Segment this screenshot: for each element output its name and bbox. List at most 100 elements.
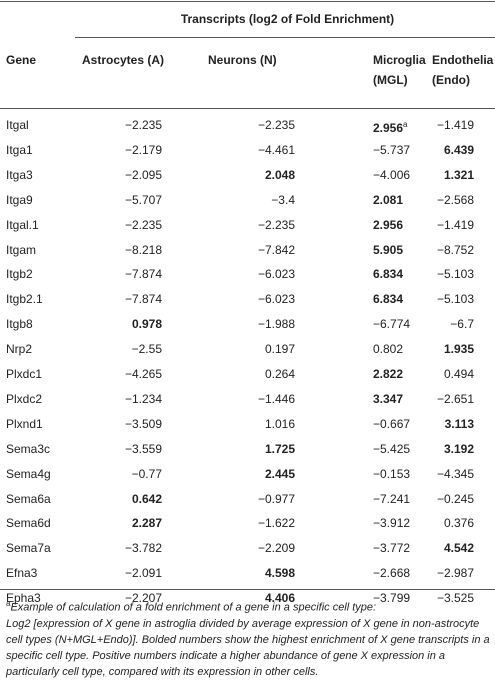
value-cell: −3.4 [271, 192, 295, 207]
value-cell: −1.622 [257, 516, 295, 531]
value-cell: 1.725 [264, 441, 295, 456]
gene-cell: Nrp2 [6, 342, 33, 357]
value-cell: −4.345 [436, 466, 474, 481]
rule [0, 108, 495, 109]
rule [0, 1, 495, 2]
value-cell: −2.987 [436, 566, 474, 581]
value-cell: 0.802 [373, 342, 404, 357]
gene-cell: Sema4g [6, 466, 51, 481]
value-cell: −3.799 [373, 591, 411, 606]
value-cell: −4.006 [373, 167, 411, 182]
gene-cell: Itgb8 [6, 317, 33, 332]
value-cell: −2.568 [436, 192, 474, 207]
value-cell: −2.091 [124, 566, 162, 581]
value-cell: 3.347 [373, 391, 404, 406]
column-header: Gene [6, 53, 37, 67]
gene-cell: Plxdc2 [6, 391, 43, 406]
value-cell: −1.446 [257, 391, 295, 406]
value-cell: −5.103 [436, 292, 474, 307]
gene-cell: Plxdc1 [6, 367, 43, 381]
value-cell: −5.425 [373, 441, 411, 456]
value-cell: 0.978 [131, 317, 162, 332]
gene-cell: Efna3 [6, 566, 38, 581]
gene-cell: Itgb2 [6, 267, 33, 282]
gene-cell: Epha3 [6, 591, 41, 606]
value-cell: −3.559 [124, 441, 162, 456]
gene-cell: Itga9 [6, 192, 33, 207]
value-cell: 0.642 [131, 491, 162, 506]
value-cell: −3.912 [373, 516, 411, 531]
value-cell: 3.192 [443, 441, 474, 456]
footnote-lead: Example of calculation of a fold enrichm… [10, 601, 377, 614]
gene-cell: Itgal.1 [6, 217, 39, 232]
gene-cell: Sema6a [6, 491, 51, 506]
footnote-marker: a [6, 599, 11, 608]
value-cell: −3.525 [436, 591, 474, 606]
value-cell: 1.935 [443, 342, 474, 357]
value-cell: 6.834 [373, 267, 404, 282]
value-cell: −0.153 [373, 466, 411, 481]
value-cell: 4.542 [443, 541, 474, 556]
value-cell: 1.321 [443, 167, 474, 182]
gene-cell: Sema6d [6, 516, 51, 531]
value-cell: −8.752 [436, 242, 474, 257]
gene-cell: Itga1 [6, 142, 33, 157]
value-cell: −2.235 [257, 217, 295, 232]
value-cell: 6.439 [443, 142, 474, 157]
value-cell: −3.772 [373, 541, 411, 556]
gene-cell: Itgam [6, 242, 37, 257]
value-cell: 2.822 [373, 367, 404, 381]
value-cell: −2.55 [131, 342, 162, 357]
value-cell: −5.737 [373, 142, 411, 157]
value-cell: 2.445 [264, 466, 295, 481]
value-cell: −2.235 [124, 118, 162, 132]
value-cell: −1.419 [436, 118, 474, 132]
value-cell: −4.461 [257, 142, 295, 157]
value-cell: 2.956 [373, 217, 404, 232]
value-cell: −7.241 [373, 491, 411, 506]
value-cell: −2.209 [257, 541, 295, 556]
column-header: Neurons (N) [208, 53, 277, 67]
value-cell: −2.179 [124, 142, 162, 157]
gene-cell: Plxnd1 [6, 416, 43, 431]
value-cell: 3.113 [444, 416, 474, 431]
superscript: a [403, 120, 408, 129]
column-header: Endothelia (Endo) [432, 53, 494, 87]
value-cell: 0.494 [443, 367, 474, 381]
value-cell: 2.287 [131, 516, 162, 531]
gene-cell: Itgal [6, 118, 29, 132]
value-cell: −3.782 [124, 541, 162, 556]
value-cell: 0.264 [264, 367, 295, 381]
value-cell: −7.874 [124, 267, 162, 282]
value-cell: −6.7 [450, 317, 474, 332]
value-cell: 4.406 [264, 591, 295, 606]
value-cell: −7.842 [257, 242, 295, 257]
value-cell: 0.376 [443, 516, 474, 531]
value-cell: 5.905 [373, 242, 404, 257]
value-cell: −8.218 [124, 242, 162, 257]
value-cell: 4.598 [264, 566, 295, 581]
value-cell: −7.874 [124, 292, 162, 307]
value-cell: −2.235 [257, 118, 295, 132]
rule [0, 589, 495, 590]
gene-cell: Itgb2.1 [6, 292, 43, 307]
value-cell: −1.234 [124, 391, 162, 406]
value-cell: −5.103 [436, 267, 474, 282]
gene-cell: Sema3c [6, 441, 51, 456]
value-cell: 1.016 [264, 416, 295, 431]
gene-cell: Itga3 [6, 167, 33, 182]
value-cell: −6.774 [373, 317, 411, 332]
value-cell: 2.956a [373, 120, 408, 135]
value-cell: −6.023 [257, 292, 295, 307]
gene-cell: Sema7a [6, 541, 51, 556]
rule [75, 37, 495, 38]
value-cell: −0.77 [131, 466, 162, 481]
value-cell: 2.081 [373, 192, 404, 207]
value-cell: −1.988 [257, 317, 295, 332]
value-cell: −1.419 [436, 217, 474, 232]
value-cell: 2.048 [264, 167, 295, 182]
column-header: Astrocytes (A) [82, 53, 165, 67]
footnote: aExample of calculation of a fold enrich… [6, 596, 490, 680]
value-cell: −2.235 [124, 217, 162, 232]
